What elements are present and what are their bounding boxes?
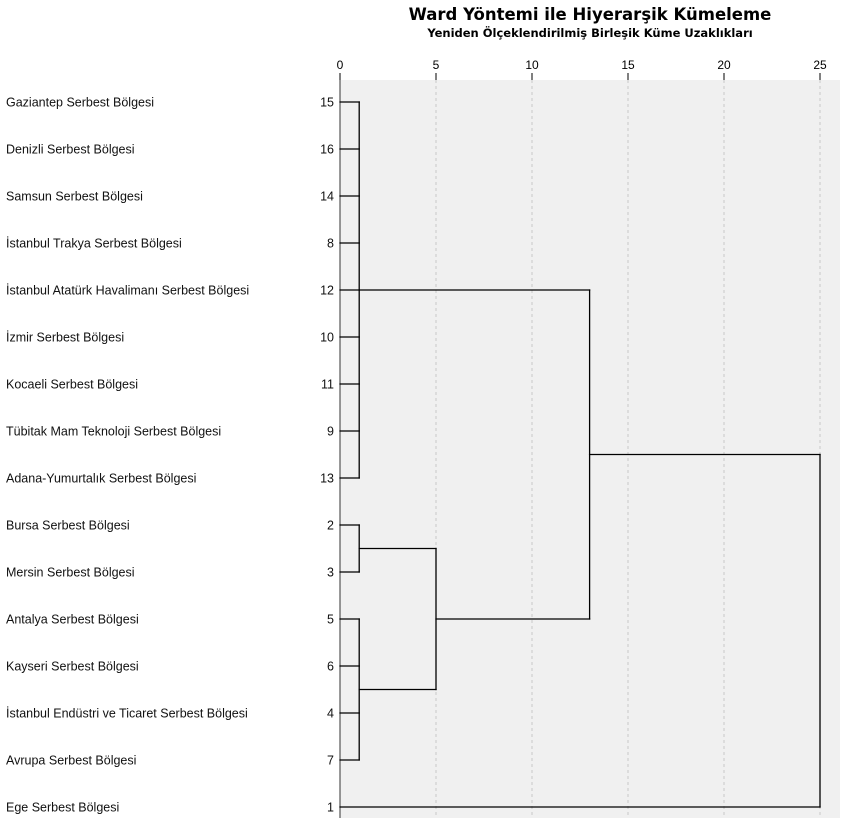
leaf-case-number: 14 bbox=[320, 190, 334, 204]
x-tick-label: 20 bbox=[717, 58, 731, 72]
leaf-case-number: 8 bbox=[327, 237, 334, 251]
leaf-case-number: 12 bbox=[320, 284, 334, 298]
leaf-label: İstanbul Atatürk Havalimanı Serbest Bölg… bbox=[6, 284, 249, 298]
leaf-label: Bursa Serbest Bölgesi bbox=[6, 519, 130, 533]
leaf-case-number: 13 bbox=[320, 472, 334, 486]
leaf-case-number: 4 bbox=[327, 707, 334, 721]
leaf-label: Kocaeli Serbest Bölgesi bbox=[6, 378, 138, 392]
leaf-label: Mersin Serbest Bölgesi bbox=[6, 566, 135, 580]
leaf-label: Avrupa Serbest Bölgesi bbox=[6, 754, 136, 768]
leaf-label: İstanbul Trakya Serbest Bölgesi bbox=[6, 237, 182, 251]
leaf-label: İstanbul Endüstri ve Ticaret Serbest Böl… bbox=[6, 707, 248, 721]
leaf-case-number: 11 bbox=[321, 378, 334, 392]
x-tick-label: 15 bbox=[621, 58, 635, 72]
x-tick-label: 0 bbox=[337, 58, 344, 72]
leaf-case-number: 10 bbox=[320, 331, 334, 345]
leaf-case-number: 6 bbox=[327, 660, 334, 674]
leaf-label: İzmir Serbest Bölgesi bbox=[6, 331, 124, 345]
x-tick-label: 10 bbox=[525, 58, 539, 72]
leaf-label: Antalya Serbest Bölgesi bbox=[6, 613, 139, 627]
leaf-label: Denizli Serbest Bölgesi bbox=[6, 143, 135, 157]
leaf-case-number: 1 bbox=[327, 801, 334, 815]
leaf-label: Gaziantep Serbest Bölgesi bbox=[6, 96, 154, 110]
leaf-case-number: 2 bbox=[327, 519, 334, 533]
leaf-case-number: 9 bbox=[327, 425, 334, 439]
chart-title: Ward Yöntemi ile Hiyerarşik Kümeleme bbox=[408, 5, 772, 24]
x-tick-label: 5 bbox=[433, 58, 440, 72]
leaf-case-number: 5 bbox=[327, 613, 334, 627]
leaf-label: Kayseri Serbest Bölgesi bbox=[6, 660, 139, 674]
leaf-label: Ege Serbest Bölgesi bbox=[6, 801, 119, 815]
leaf-case-number: 3 bbox=[327, 566, 334, 580]
leaf-case-number: 15 bbox=[320, 96, 334, 110]
chart-subtitle: Yeniden Ölçeklendirilmiş Birleşik Küme U… bbox=[427, 26, 753, 40]
x-tick-label: 25 bbox=[813, 58, 827, 72]
leaf-label: Adana-Yumurtalık Serbest Bölgesi bbox=[6, 472, 196, 486]
leaf-case-number: 16 bbox=[320, 143, 334, 157]
leaf-label: Tübitak Mam Teknoloji Serbest Bölgesi bbox=[6, 425, 221, 439]
leaf-case-number: 7 bbox=[327, 754, 334, 768]
leaf-label: Samsun Serbest Bölgesi bbox=[6, 190, 143, 204]
